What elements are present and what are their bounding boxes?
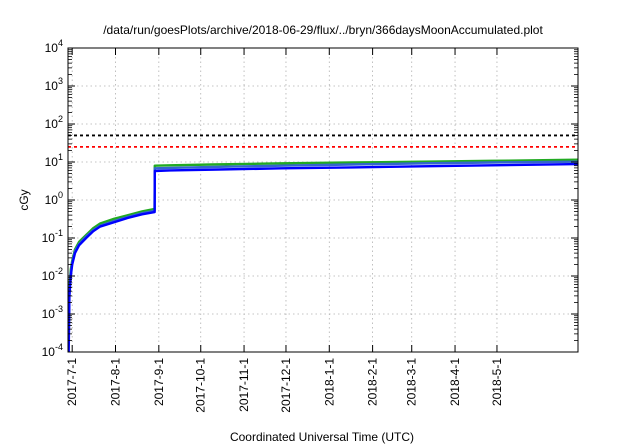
y-tick-label: 102 <box>45 114 63 131</box>
chart-title: /data/run/goesPlots/archive/2018-06-29/f… <box>103 23 543 37</box>
x-tick-label: 2017-9-1 <box>152 358 166 406</box>
y-tick-exponent: 2 <box>58 114 63 124</box>
x-tick-label: 2018-3-1 <box>405 358 419 406</box>
x-tick-label: 2017-11-1 <box>237 358 251 412</box>
y-tick-label: 10-1 <box>42 228 63 245</box>
y-tick-base: 10 <box>42 345 56 359</box>
y-tick-base: 10 <box>45 117 59 131</box>
y-axis-label: cGy <box>17 189 31 210</box>
x-axis-label: Coordinated Universal Time (UTC) <box>230 430 414 444</box>
reference-lines <box>68 134 578 148</box>
x-tick-label: 2018-1-1 <box>322 358 336 406</box>
x-tick-label: 2018-4-1 <box>448 358 462 406</box>
y-tick-label: 10-4 <box>42 342 63 359</box>
x-tick-label: 2017-8-1 <box>109 358 123 406</box>
y-tick-base: 10 <box>45 193 59 207</box>
y-tick-exponent: -2 <box>55 266 63 276</box>
y-tick-base: 10 <box>42 307 56 321</box>
series-line <box>67 158 579 334</box>
y-tick-exponent: 1 <box>58 152 63 162</box>
y-tick-exponent: -1 <box>55 228 63 238</box>
y-tick-exponent: 3 <box>58 76 63 86</box>
y-tick-base: 10 <box>45 155 59 169</box>
y-tick-base: 10 <box>42 231 56 245</box>
y-tick-exponent: 0 <box>58 190 63 200</box>
x-axis: 2017-7-1 2017-8-1 2017-9-1 2017-10-1 2017-11… <box>65 48 504 413</box>
y-tick-label: 101 <box>45 152 63 169</box>
x-tick-label: 2018-5-1 <box>490 358 504 406</box>
y-tick-base: 10 <box>45 79 59 93</box>
y-tick-exponent: -4 <box>55 342 63 352</box>
x-tick-label: 2017-12-1 <box>279 358 293 413</box>
y-tick-label: 103 <box>45 76 63 93</box>
x-tick-label: 2018-2-1 <box>366 358 380 406</box>
grid <box>68 48 578 352</box>
y-tick-label: 10-3 <box>42 304 63 321</box>
y-tick-base: 10 <box>42 269 56 283</box>
series-group <box>67 158 579 353</box>
y-tick-exponent: -3 <box>55 304 63 314</box>
series-line <box>67 162 579 353</box>
x-tick-label: 2017-7-1 <box>65 358 79 406</box>
y-tick-exponent: 4 <box>58 38 63 48</box>
y-tick-label: 104 <box>45 38 63 55</box>
y-tick-label: 100 <box>45 190 63 207</box>
y-tick-label: 10-2 <box>42 266 63 283</box>
y-tick-base: 10 <box>45 41 59 55</box>
x-tick-label: 2017-10-1 <box>194 358 208 413</box>
